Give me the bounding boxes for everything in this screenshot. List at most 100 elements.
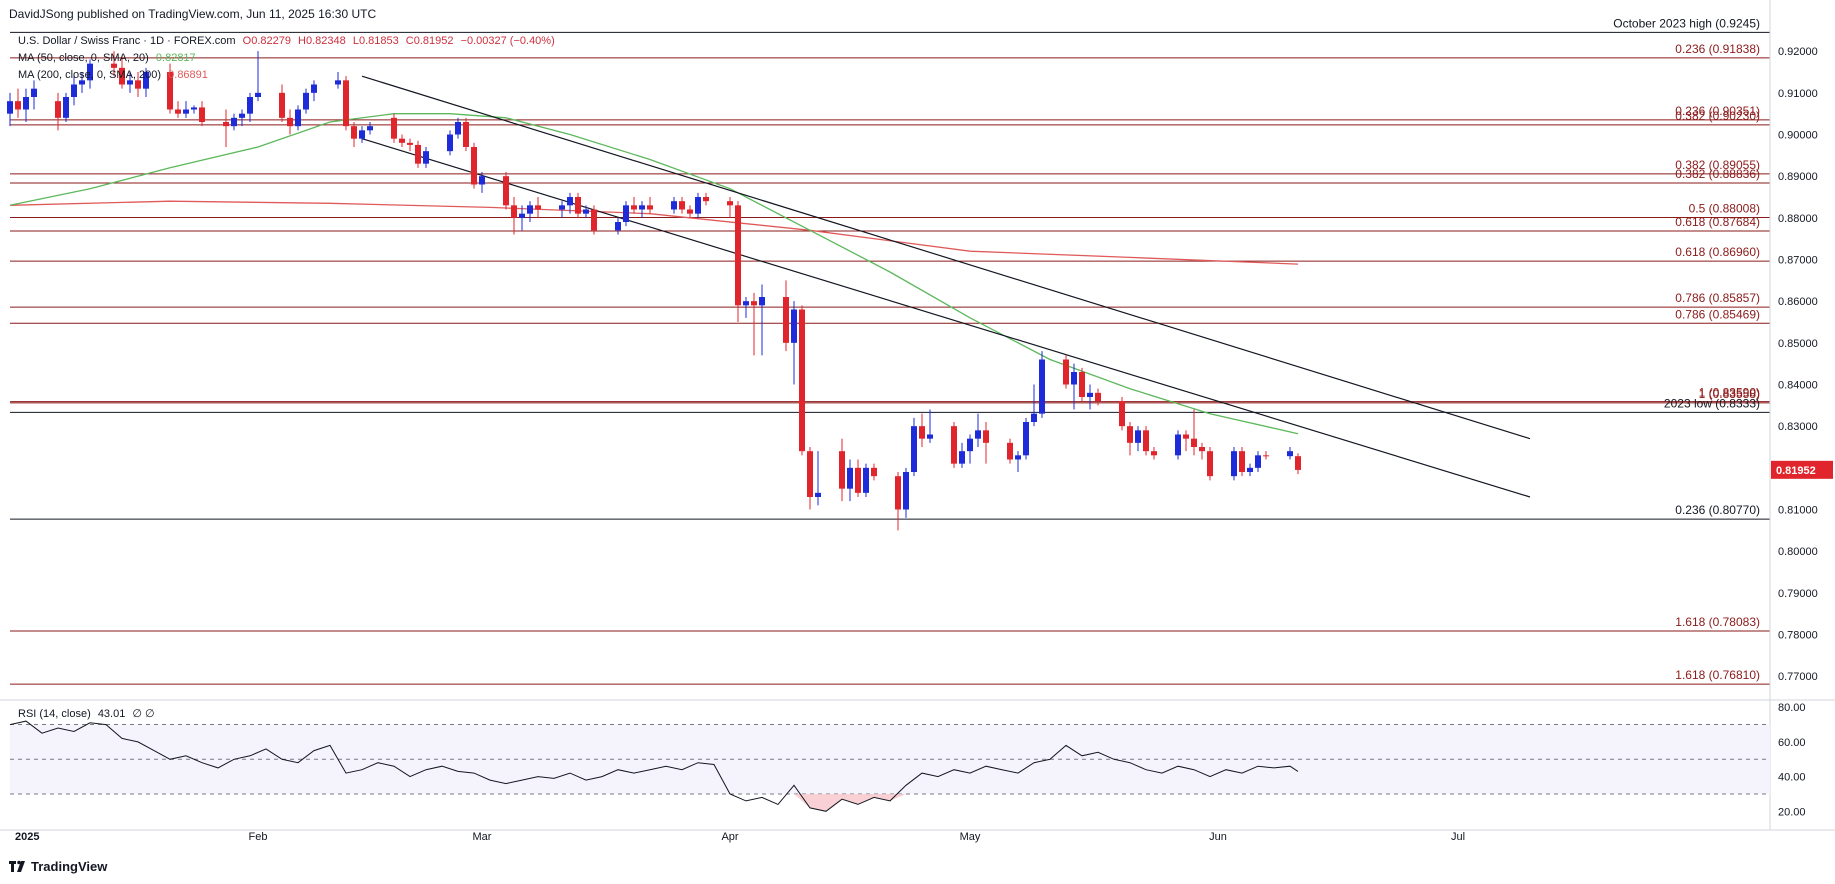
candle-body <box>703 197 709 202</box>
candle-body <box>1119 401 1125 427</box>
time-tick-label: 2025 <box>15 831 39 843</box>
ma200-legend[interactable]: MA (200, close, 0, SMA, 200) 0.86891 <box>18 69 212 81</box>
ma50-legend[interactable]: MA (50, close, 0, SMA, 20) 0.82817 <box>18 52 200 64</box>
candle <box>807 447 813 510</box>
candle-body <box>727 201 733 206</box>
candle-body <box>191 107 197 110</box>
candle-body <box>527 205 533 214</box>
candle <box>583 205 589 218</box>
candle <box>287 109 293 135</box>
candle <box>183 101 189 118</box>
candle-body <box>407 142 413 145</box>
candle-body <box>959 451 965 464</box>
candle-body <box>367 126 373 131</box>
candle <box>423 147 429 168</box>
candle <box>703 192 709 206</box>
rsi-pane[interactable]: 80.00 60.00 40.00 20.00 <box>9 702 1806 818</box>
candle-body <box>647 205 653 210</box>
candle <box>455 117 461 139</box>
candle-body <box>1151 451 1157 456</box>
candle <box>687 205 693 218</box>
brand-name: TradingView <box>31 859 108 874</box>
candle <box>223 109 229 147</box>
candle-body <box>911 426 917 472</box>
candle <box>1071 363 1077 410</box>
candle <box>1039 351 1045 418</box>
candle <box>919 413 925 447</box>
moving-averages-layer <box>9 113 1299 435</box>
candle-body <box>463 122 469 147</box>
candle <box>671 197 677 214</box>
candle-body <box>847 467 853 489</box>
price-tick-label: 0.84000 <box>1778 380 1818 392</box>
candle-body <box>359 130 365 139</box>
candle <box>511 197 517 235</box>
candle-body <box>247 97 253 114</box>
candle <box>855 459 861 497</box>
last-price-label: 0.81952 <box>1776 465 1816 477</box>
candle-body <box>1287 451 1293 457</box>
price-tick-label: 0.88000 <box>1778 213 1818 225</box>
candle-body <box>1183 434 1189 439</box>
candle <box>791 301 797 385</box>
candle-body <box>519 213 525 218</box>
candle-body <box>415 144 421 164</box>
candle-body <box>199 107 205 122</box>
candle <box>519 205 525 231</box>
candle-body <box>535 205 541 210</box>
candle-body <box>615 222 621 231</box>
price-tick-label: 0.80000 <box>1778 546 1818 558</box>
candle <box>959 442 965 468</box>
level-label: October 2023 high (0.9245) <box>1613 16 1760 30</box>
candle <box>1239 447 1245 477</box>
price-tick-label: 0.90000 <box>1778 130 1818 142</box>
price-tick-label: 0.79000 <box>1778 588 1818 600</box>
tradingview-brand[interactable]: TradingView <box>9 859 107 874</box>
candle <box>1231 447 1237 481</box>
rsi-legend[interactable]: RSI (14, close) 43.01 ∅ ∅ <box>18 707 159 720</box>
candle-body <box>559 205 565 210</box>
candle-body <box>71 84 77 97</box>
time-axis[interactable]: 2025 Feb Mar Apr May Jun Jul <box>15 831 1465 843</box>
level-label: 0.786 (0.85857) <box>1675 291 1760 305</box>
candle-body <box>783 297 789 343</box>
candle-body <box>1079 372 1085 397</box>
symbol-legend[interactable]: U.S. Dollar / Swiss Franc · 1D · FOREX.c… <box>18 35 559 47</box>
candle-body <box>55 101 61 118</box>
candle-body <box>1143 430 1149 452</box>
candle <box>1199 442 1205 460</box>
candle <box>1007 438 1013 464</box>
candle-body <box>687 209 693 214</box>
level-label: 0.618 (0.86960) <box>1675 245 1760 259</box>
candle-body <box>183 109 189 114</box>
candle <box>783 280 789 352</box>
tradingview-logo-icon <box>9 860 25 872</box>
level-label: 0.618 (0.87684) <box>1675 215 1760 229</box>
candle <box>279 84 285 122</box>
candle-body <box>23 97 29 110</box>
candle <box>1063 355 1069 389</box>
candle <box>1183 430 1189 452</box>
level-label: 1.618 (0.76810) <box>1675 668 1760 682</box>
candle-body <box>127 80 133 85</box>
candle-body <box>1295 456 1301 470</box>
candle-body <box>1239 451 1245 472</box>
candle <box>751 292 757 356</box>
candle <box>23 88 29 122</box>
candle <box>247 92 253 122</box>
candle <box>679 197 685 214</box>
price-axis[interactable]: 0.92000 0.91000 0.90000 0.89000 0.88000 0.870… <box>0 0 1835 831</box>
candle <box>1207 447 1213 481</box>
candle-body <box>15 101 21 110</box>
candle-body <box>135 80 141 89</box>
candle-body <box>967 438 973 452</box>
level-label: 0.5 (0.88008) <box>1689 202 1760 216</box>
ma50-label: MA (50, close, 0, SMA, 20) <box>18 52 149 64</box>
candle <box>31 80 37 110</box>
rsi-value: 43.01 <box>97 708 126 720</box>
candle <box>239 109 245 127</box>
ma200-label: MA (200, close, 0, SMA, 200) <box>18 69 162 81</box>
candle-body <box>287 117 293 127</box>
candle <box>167 63 173 114</box>
